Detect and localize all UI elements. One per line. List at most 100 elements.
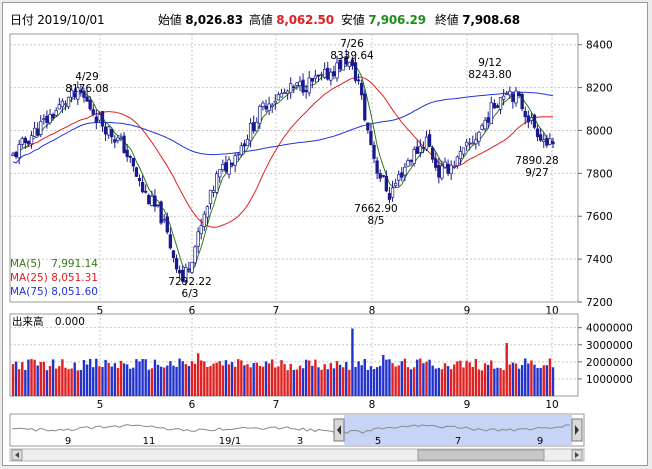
price-x-tick-4: 9: [464, 305, 471, 317]
volume-bar: [527, 363, 530, 396]
volume-bar: [382, 355, 385, 396]
candle: [344, 56, 348, 65]
volume-bar: [240, 360, 243, 396]
candle: [255, 121, 259, 132]
volume-bar: [434, 368, 437, 396]
candle: [307, 77, 311, 94]
navigator-left-handle[interactable]: [333, 418, 345, 442]
volume-bar: [379, 365, 382, 396]
volume-bar: [388, 359, 391, 396]
volume-bar: [453, 364, 456, 396]
candle: [26, 140, 31, 145]
candle: [267, 103, 271, 111]
candle: [319, 73, 324, 76]
volume-bar: [227, 364, 231, 396]
candle: [480, 125, 484, 130]
candle: [125, 149, 129, 157]
volume-bar: [156, 364, 160, 396]
volume-bar: [110, 366, 113, 396]
volume-bar: [51, 359, 55, 396]
volume-bar: [178, 358, 181, 396]
candle: [128, 156, 132, 158]
annotation-low-date: 6/3: [182, 288, 199, 300]
price-y-tick-1: 7400: [586, 254, 613, 266]
volume-bar: [437, 367, 441, 396]
candle: [381, 175, 385, 177]
volume-bars: [11, 328, 555, 396]
volume-bar: [391, 363, 394, 396]
price-x-tick-1: 6: [189, 305, 196, 317]
legend-ma5: MA(5) 7,991.14: [10, 258, 98, 271]
candle: [363, 93, 367, 121]
candle: [211, 190, 216, 193]
volume-bar: [397, 365, 400, 396]
candle: [279, 92, 284, 98]
navigator-x-tick-1: 11: [143, 436, 156, 447]
candle: [196, 231, 200, 247]
candle: [415, 146, 419, 154]
candle: [110, 129, 114, 138]
candle: [332, 71, 336, 77]
volume-bar: [304, 359, 308, 396]
volume-bar: [412, 367, 416, 396]
volume-bar: [329, 363, 333, 396]
volume-bar: [542, 365, 545, 396]
candle: [236, 153, 240, 156]
scrollbar-thumb[interactable]: [417, 449, 545, 461]
price-grid: [10, 34, 578, 302]
candle: [29, 135, 34, 145]
volume-y-tick-1: 2000000: [586, 357, 633, 369]
candle: [498, 97, 503, 110]
header-close: 終値 7,908.68: [435, 12, 520, 28]
annotation-high-date: 9/12: [478, 57, 502, 69]
volume-bar: [363, 358, 366, 396]
candle: [276, 94, 281, 101]
volume-bar: [116, 367, 120, 396]
volume-bar: [200, 360, 203, 396]
price-y-tick-5: 8200: [586, 83, 613, 95]
candle: [437, 164, 441, 178]
price-y-tick-2: 7600: [586, 211, 613, 223]
candle: [162, 219, 166, 222]
candle: [455, 156, 459, 167]
volume-bar: [218, 361, 221, 396]
volume-bar: [348, 369, 351, 396]
header-high: 高値 8,062.50: [249, 12, 334, 28]
volume-bar: [311, 365, 314, 396]
legend-ma75-value: 8,051.60: [51, 286, 98, 298]
candle: [514, 90, 518, 104]
candle: [313, 75, 318, 79]
legend-ma25-value: 8,051.31: [51, 272, 98, 284]
volume-bar: [73, 362, 76, 396]
annotation-low-value: 7662.90: [354, 203, 397, 215]
price-x-tick-0: 5: [97, 305, 104, 317]
candle: [119, 137, 123, 140]
volume-bar: [274, 367, 277, 396]
volume-bar: [30, 359, 33, 396]
volume-bar: [163, 367, 166, 396]
volume-bar: [82, 360, 86, 396]
annotation-high-date: 7/26: [340, 38, 364, 50]
volume-bar: [153, 359, 157, 396]
candle: [11, 153, 15, 156]
candle: [393, 182, 398, 186]
volume-bar: [425, 361, 428, 396]
volume-bar: [224, 360, 228, 396]
open-value: 8,026.83: [185, 13, 243, 27]
candle: [174, 258, 179, 270]
volume-bar: [403, 358, 407, 396]
candle: [434, 158, 438, 168]
volume-bar: [301, 368, 305, 396]
navigator-right-handle[interactable]: [571, 418, 583, 442]
volume-bar: [385, 359, 388, 396]
header-low: 安値 7,906.29: [341, 12, 426, 28]
volume-bar: [237, 359, 240, 396]
candle: [261, 102, 265, 107]
volume-x-axis: 5 6 7 8 9 10: [97, 399, 559, 411]
candle: [51, 114, 55, 119]
navigator-selection[interactable]: [344, 415, 572, 445]
candle: [116, 137, 120, 141]
candle: [17, 144, 21, 159]
candle: [73, 92, 77, 97]
